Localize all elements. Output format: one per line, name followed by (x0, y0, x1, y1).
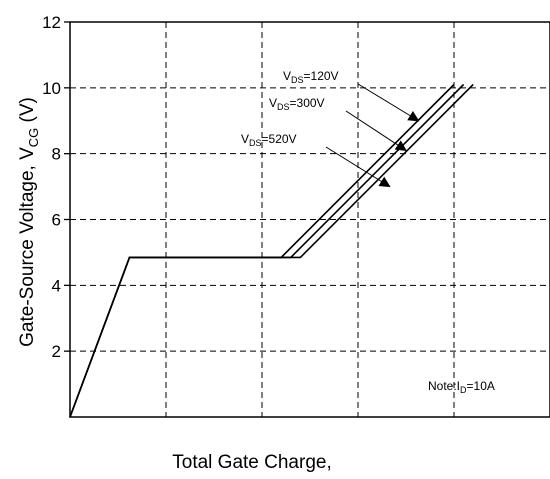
series-line-2 (69, 83, 474, 418)
vds-label-0: VDS=120V (283, 69, 339, 85)
y-axis-title-main: Gate-Source Voltage, V (17, 147, 38, 347)
y-tick-labels: 2 4 6 8 10 12 (42, 13, 70, 361)
y-tick-label: 2 (52, 342, 61, 361)
y-tick-label: 6 (52, 211, 61, 230)
vds-label-subscript: DS (291, 75, 304, 85)
vds-label-value: =300V (290, 96, 325, 110)
vds-pointer-arrow-0 (357, 83, 420, 122)
vds-label-pre: V (269, 96, 277, 110)
x-axis-title: Total Gate Charge, (172, 452, 331, 473)
y-tick-label: 4 (52, 276, 61, 295)
vds-label-2: VDS=520V (241, 132, 297, 148)
vds-label-1: VDS=300V (269, 96, 325, 112)
vds-pointer-arrow-1 (345, 110, 407, 151)
y-axis-title-subscript: CG (26, 128, 41, 148)
vds-label-pre: V (283, 69, 291, 83)
vds-label-value: =120V (304, 69, 339, 83)
vds-label-subscript: DS (249, 138, 262, 148)
note-pre: Note:I (428, 379, 460, 393)
vds-pointer-arrow-2 (325, 146, 391, 188)
vds-label-value: =520V (262, 132, 297, 146)
vds-label-subscript: DS (277, 102, 290, 112)
note-subscript: D (460, 385, 467, 395)
series-group (69, 83, 474, 418)
vds-label-pre: V (241, 132, 249, 146)
note-post: =10A (467, 379, 495, 393)
y-tick-label: 12 (42, 13, 61, 32)
y-tick-label: 10 (42, 79, 61, 98)
grid (70, 22, 550, 417)
y-axis-title: Gate-Source Voltage, VCG (V) (17, 97, 41, 347)
y-tick-label: 8 (52, 145, 61, 164)
note-label: Note:ID=10A (428, 379, 495, 395)
y-axis-title-unit: (V) (17, 97, 38, 128)
